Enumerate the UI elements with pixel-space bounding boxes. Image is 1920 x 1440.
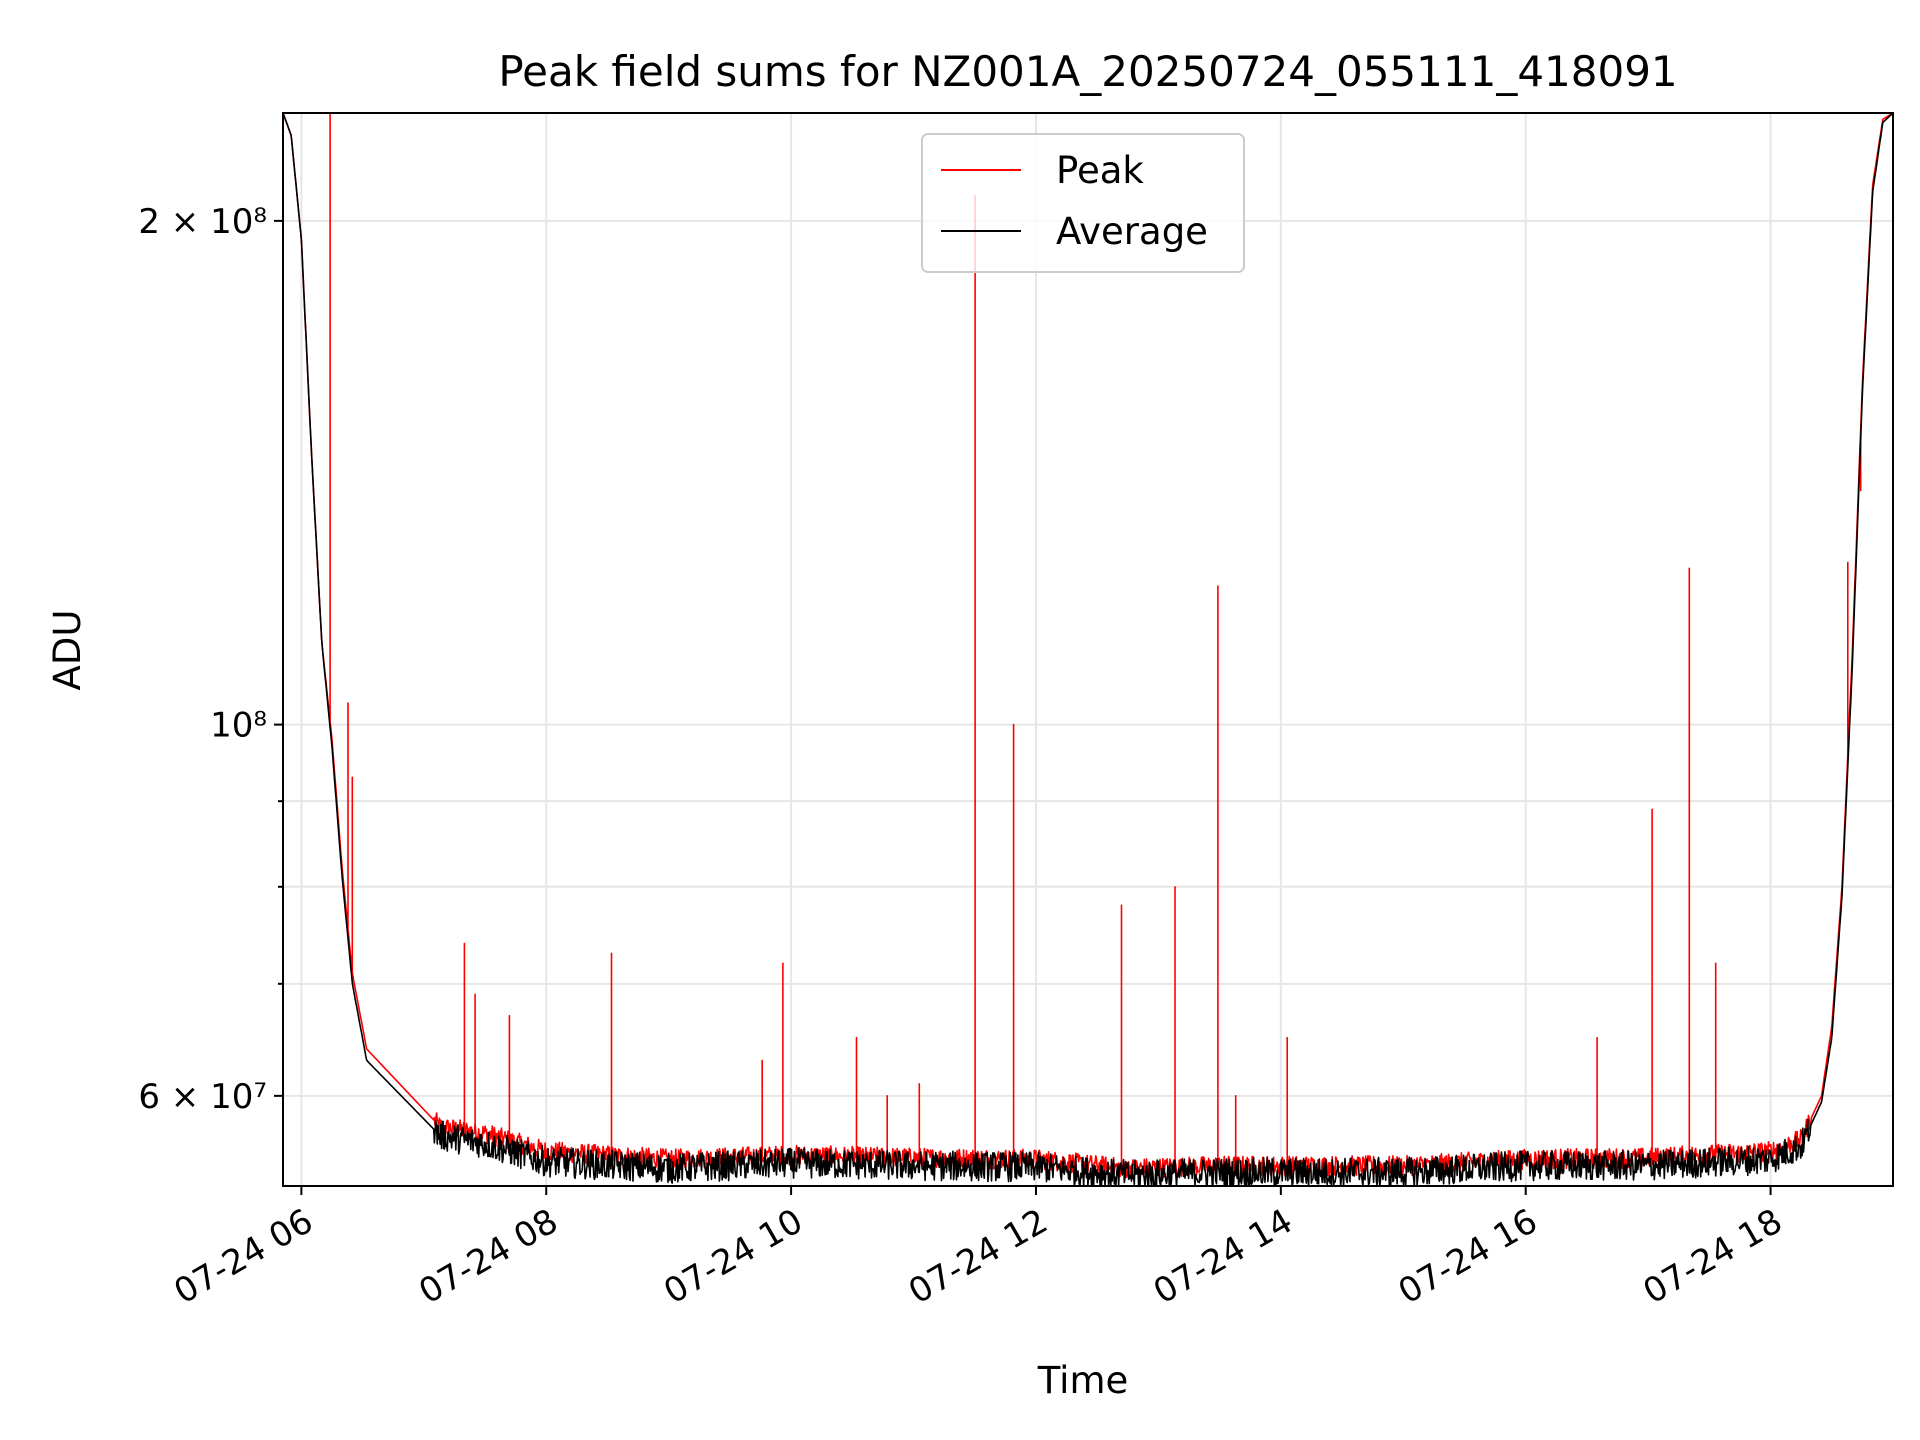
x-axis-label: Time (1037, 1359, 1129, 1402)
axis-ticks: 07-24 06 07-24 08 07-24 10 07-24 12 07-24 14… (138, 202, 1789, 1312)
y-tick-label: 10⁸ (210, 706, 267, 746)
plot-frame (282, 112, 1894, 1187)
x-tick-label: 07-24 18 (1637, 1201, 1789, 1312)
x-tick-label: 07-24 10 (657, 1201, 809, 1312)
x-tick-label: 07-24 14 (1147, 1201, 1299, 1312)
series-lines (282, 112, 1894, 1187)
y-tick-label: 6 × 10⁷ (138, 1077, 267, 1117)
legend-label-peak: Peak (1056, 149, 1144, 192)
x-tick-label: 07-24 06 (167, 1201, 319, 1312)
y-tick-label: 2 × 10⁸ (138, 202, 267, 242)
chart-title: Peak field sums for NZ001A_20250724_0551… (498, 47, 1677, 96)
legend-box (921, 133, 1245, 273)
x-tick-label: 07-24 12 (902, 1201, 1054, 1312)
legend: Peak Average (921, 133, 1245, 273)
x-tick-label: 07-24 16 (1392, 1201, 1544, 1312)
legend-label-average: Average (1056, 210, 1208, 253)
x-tick-label: 07-24 08 (412, 1201, 564, 1312)
y-axis-label: ADU (46, 610, 89, 691)
